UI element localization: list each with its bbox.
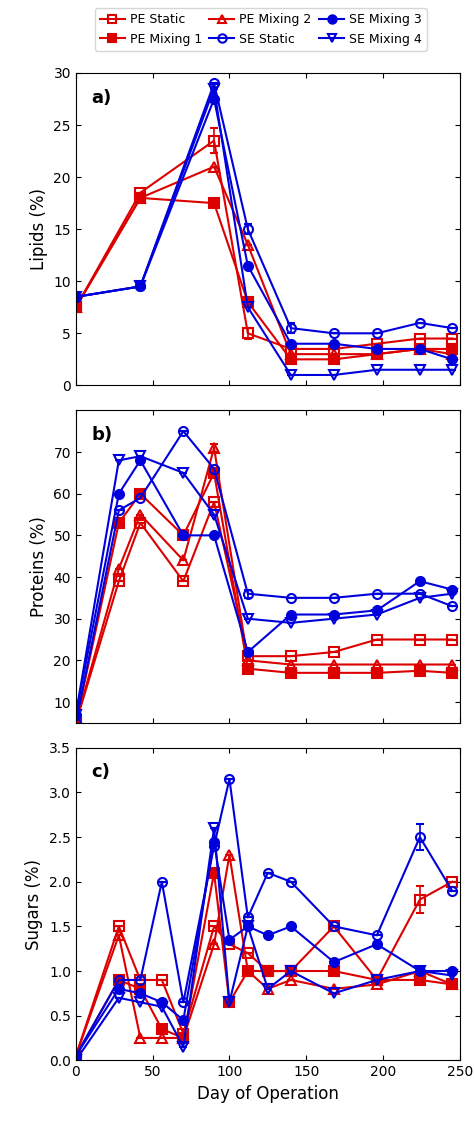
Y-axis label: Sugars (%): Sugars (%) — [26, 858, 44, 949]
X-axis label: Day of Operation: Day of Operation — [197, 1085, 339, 1103]
Y-axis label: Proteins (%): Proteins (%) — [30, 516, 48, 617]
Text: a): a) — [91, 89, 111, 107]
Legend: PE Static, PE Mixing 1, PE Mixing 2, SE Static, SE Mixing 3, SE Mixing 4: PE Static, PE Mixing 1, PE Mixing 2, SE … — [95, 9, 427, 50]
Y-axis label: Lipids (%): Lipids (%) — [30, 188, 48, 270]
Text: c): c) — [91, 763, 110, 781]
Text: b): b) — [91, 426, 112, 444]
